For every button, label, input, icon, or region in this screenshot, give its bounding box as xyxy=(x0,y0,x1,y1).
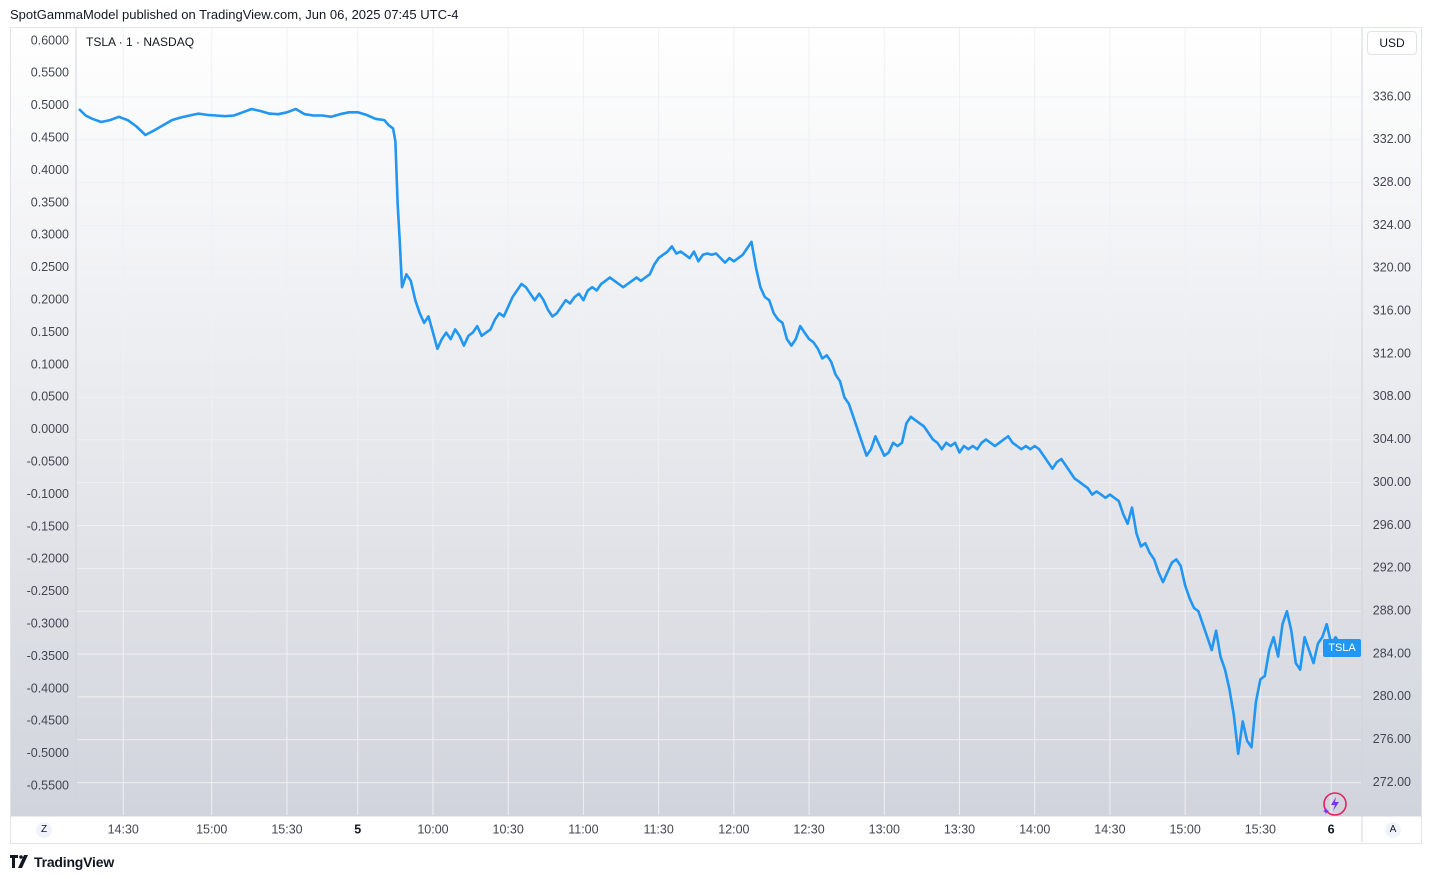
left-tick-label: -0.1000 xyxy=(27,487,69,501)
left-tick-label: 0.2500 xyxy=(31,260,69,274)
left-tick-label: -0.5000 xyxy=(27,746,69,760)
time-axis: 14:30 15:00 15:30 5 10:00 10:30 11:00 11:30 12:0… xyxy=(108,822,1335,836)
left-tick-label: 0.5500 xyxy=(31,66,69,80)
published-header: SpotGammaModel published on TradingView.… xyxy=(10,7,459,22)
symbol-title: TSLA · 1 · NASDAQ xyxy=(86,35,195,49)
right-tick-label: 292.00 xyxy=(1373,561,1411,575)
time-tick-label: 11:00 xyxy=(568,822,598,836)
right-tick-label: 288.00 xyxy=(1373,603,1411,617)
right-tick-label: 300.00 xyxy=(1373,475,1411,489)
chart-background xyxy=(11,28,1421,816)
left-tick-label: -0.0500 xyxy=(27,454,69,468)
time-tick-label: 14:30 xyxy=(108,822,139,836)
right-tick-label: 316.00 xyxy=(1373,304,1411,318)
left-tick-label: -0.5500 xyxy=(27,778,69,792)
price-badge-tsla: TSLA xyxy=(1323,639,1361,657)
left-tick-label: -0.4500 xyxy=(27,714,69,728)
right-tick-label: 296.00 xyxy=(1373,518,1411,532)
time-tick-label: 10:00 xyxy=(417,822,448,836)
time-tick-label: 10:30 xyxy=(493,822,524,836)
time-tick-label: 14:30 xyxy=(1094,822,1125,836)
right-price-axis: 336.00 332.00 328.00 324.00 320.00 316.00 312.… xyxy=(1373,89,1411,789)
left-tick-label: -0.1500 xyxy=(27,519,69,533)
left-tick-label: -0.3000 xyxy=(27,616,69,630)
auto-scale-left-button[interactable]: Z xyxy=(36,822,52,838)
time-tick-label: 14:00 xyxy=(1019,822,1050,836)
time-tick-label: 13:30 xyxy=(944,822,975,836)
left-tick-label: 0.3500 xyxy=(31,195,69,209)
right-tick-label: 328.00 xyxy=(1373,175,1411,189)
right-tick-label: 304.00 xyxy=(1373,432,1411,446)
left-tick-label: -0.4000 xyxy=(27,681,69,695)
time-tick-label: 15:00 xyxy=(1169,822,1200,836)
right-tick-label: 332.00 xyxy=(1373,132,1411,146)
time-tick-label: 5 xyxy=(354,822,361,836)
right-tick-label: 280.00 xyxy=(1373,689,1411,703)
left-tick-label: 0.1500 xyxy=(31,325,69,339)
right-tick-label: 272.00 xyxy=(1373,775,1411,789)
time-tick-label: 15:30 xyxy=(271,822,302,836)
right-tick-label: 284.00 xyxy=(1373,646,1411,660)
left-tick-label: -0.3500 xyxy=(27,649,69,663)
left-tick-label: -0.2500 xyxy=(27,584,69,598)
grid-layer xyxy=(77,28,1361,815)
auto-scale-right-button[interactable]: A xyxy=(1385,822,1401,838)
right-tick-label: 312.00 xyxy=(1373,346,1411,360)
left-tick-label: 0.4500 xyxy=(31,130,69,144)
tradingview-logo-icon xyxy=(10,855,28,868)
time-tick-label: 12:30 xyxy=(793,822,824,836)
assistant-sparkle-icon[interactable] xyxy=(1322,791,1348,817)
left-tick-label: -0.2000 xyxy=(27,552,69,566)
footer: TradingView xyxy=(10,853,114,871)
time-tick-label: 13:00 xyxy=(869,822,900,836)
left-tick-label: 0.3000 xyxy=(31,228,69,242)
time-tick-label: 6 xyxy=(1328,822,1335,836)
tradingview-brand: TradingView xyxy=(34,854,115,870)
right-tick-label: 324.00 xyxy=(1373,218,1411,232)
left-price-axis: 0.6000 0.5500 0.5000 0.4500 0.4000 0.3500 0.30… xyxy=(27,33,69,792)
left-tick-label: 0.0500 xyxy=(31,390,69,404)
left-tick-label: 0.4000 xyxy=(31,163,69,177)
time-tick-label: 15:30 xyxy=(1245,822,1276,836)
left-tick-label: 0.2000 xyxy=(31,292,69,306)
chart-frame xyxy=(10,27,1422,844)
series-line-tsla xyxy=(78,107,1342,756)
right-tick-label: 336.00 xyxy=(1373,89,1411,103)
left-tick-label: 0.1000 xyxy=(31,357,69,371)
currency-button[interactable]: USD xyxy=(1367,31,1417,55)
left-tick-label: 0.0000 xyxy=(31,422,69,436)
left-tick-label: 0.6000 xyxy=(31,33,69,47)
time-tick-label: 12:00 xyxy=(718,822,749,836)
right-tick-label: 276.00 xyxy=(1373,732,1411,746)
right-tick-label: 308.00 xyxy=(1373,389,1411,403)
left-tick-label: 0.5000 xyxy=(31,98,69,112)
right-tick-label: 320.00 xyxy=(1373,261,1411,275)
time-tick-label: 11:30 xyxy=(643,822,673,836)
time-tick-label: 15:00 xyxy=(196,822,227,836)
